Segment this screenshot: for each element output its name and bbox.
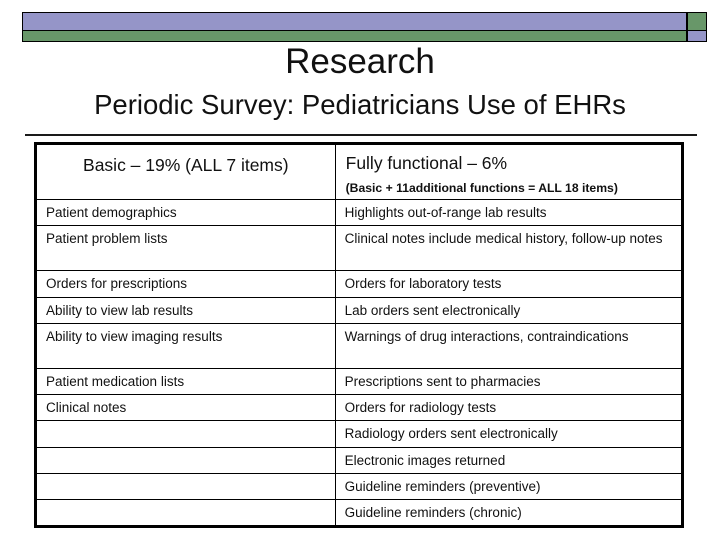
cell-fully-functional-item: Warnings of drug interactions, contraind…	[334, 322, 683, 369]
cell-fully-functional-item: Clinical notes include medical history, …	[334, 225, 683, 272]
table-row: Patient medication lists Prescriptions se…	[36, 367, 683, 396]
cell-fully-functional-item: Guideline reminders (chronic)	[334, 498, 683, 527]
cell-basic-item	[36, 498, 336, 527]
cell-fully-functional-item: Guideline reminders (preventive)	[334, 472, 683, 501]
table-row: Ability to view imaging results Warnings …	[36, 322, 683, 369]
table-row: Patient demographics Highlights out-of-ra…	[36, 198, 683, 227]
cell-fully-functional-item: Orders for laboratory tests	[334, 270, 683, 298]
cell-basic-item	[36, 472, 336, 501]
slide-subtitle: Periodic Survey: Pediatricians Use of EH…	[94, 89, 626, 120]
cell-fully-functional-item: Lab orders sent electronically	[334, 296, 683, 324]
cell-basic-item: Clinical notes	[36, 393, 336, 422]
top-bar-purple	[22, 12, 687, 31]
table-row: Ability to view lab results Lab orders se…	[36, 296, 683, 324]
table-row: Radiology orders sent electronically	[36, 420, 683, 448]
cell-basic-item: Patient problem lists	[36, 225, 336, 272]
cell-basic-item	[36, 446, 336, 474]
cell-basic-item: Patient medication lists	[36, 367, 336, 396]
table-row: Guideline reminders (chronic)	[36, 498, 683, 527]
top-square-green	[687, 12, 707, 31]
cell-basic-item: Ability to view lab results	[36, 296, 336, 324]
header-cell-basic: Basic – 19% (ALL 7 items)	[36, 144, 336, 200]
cell-fully-functional-item: Highlights out-of-range lab results	[334, 198, 683, 227]
cell-basic-item: Orders for prescriptions	[36, 270, 336, 298]
table-row: Orders for prescriptions Orders for labor…	[36, 270, 683, 298]
table-body: Patient demographics Highlights out-of-ra…	[36, 198, 683, 527]
header-fully-functional-label: Fully functional – 6%	[345, 153, 508, 173]
table-row: Electronic images returned	[36, 446, 683, 474]
table-row: Clinical notes Orders for radiology tests	[36, 393, 683, 422]
cell-fully-functional-item: Prescriptions sent to pharmacies	[334, 367, 683, 396]
cell-fully-functional-item: Orders for radiology tests	[334, 393, 683, 422]
ehr-functions-table: Basic – 19% (ALL 7 items) Fully function…	[34, 142, 684, 529]
top-bar-green	[22, 29, 687, 42]
cell-fully-functional-item: Electronic images returned	[334, 446, 683, 474]
cell-basic-item	[36, 420, 336, 448]
table-row: Guideline reminders (preventive)	[36, 472, 683, 501]
cell-basic-item: Ability to view imaging results	[36, 322, 336, 369]
table-row: Patient problem lists Clinical notes incl…	[36, 225, 683, 272]
cell-basic-item: Patient demographics	[36, 198, 336, 227]
slide-title: Research	[285, 42, 435, 81]
divider-line	[25, 134, 697, 136]
table-header-row: Basic – 19% (ALL 7 items) Fully function…	[36, 144, 683, 200]
header-cell-fully-functional: Fully functional – 6% (Basic + 11additio…	[334, 144, 683, 200]
top-square-purple	[687, 29, 707, 42]
header-fully-functional-note: (Basic + 11additional functions = ALL 18…	[345, 181, 618, 195]
cell-fully-functional-item: Radiology orders sent electronically	[334, 420, 683, 448]
